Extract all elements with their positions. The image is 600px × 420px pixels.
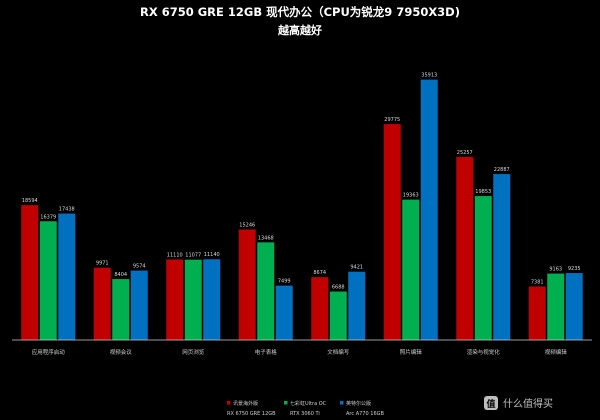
data-label: 17438 (59, 207, 75, 213)
bar (275, 285, 293, 340)
data-label: 11140 (204, 252, 220, 258)
data-label: 16379 (40, 214, 56, 220)
chart-title: RX 6750 GRE 12GB 现代办公（CPU为锐龙9 7950X3D) (140, 5, 460, 19)
legend-label: 英特尔公版 (346, 400, 371, 407)
watermark: 值 什么值得买 (484, 396, 553, 410)
bar (203, 259, 221, 340)
legend-label: 讯景海外版 (233, 400, 258, 407)
bar (547, 273, 565, 340)
bar (257, 242, 275, 340)
chart-subtitle: 越高越好 (277, 23, 322, 37)
legend-swatch (340, 401, 344, 405)
data-label: 15246 (239, 222, 255, 228)
bar (39, 221, 57, 340)
x-tick-label: 渲染与视觉化 (467, 348, 501, 356)
bar (493, 174, 511, 340)
bar (420, 79, 438, 341)
bar (130, 270, 148, 340)
bar (348, 271, 366, 340)
data-label: 25257 (457, 150, 473, 156)
x-tick-label: 视频编辑 (545, 348, 568, 356)
data-label: 7499 (278, 279, 291, 285)
bar (58, 213, 76, 340)
x-tick-label: 应用程序启动 (32, 348, 66, 356)
bar (112, 279, 130, 340)
bar (456, 156, 474, 340)
data-label: 9163 (549, 267, 562, 273)
data-label: 7381 (531, 279, 544, 285)
data-label: 9971 (96, 261, 109, 267)
bar (166, 259, 184, 340)
bar (383, 124, 401, 340)
x-tick-label: 文档编写 (327, 348, 350, 356)
bar (329, 291, 347, 340)
data-label: 9235 (568, 266, 581, 272)
x-tick-label: 视频会议 (110, 348, 133, 356)
data-label: 19853 (475, 189, 491, 195)
data-label: 8404 (114, 272, 127, 278)
svg-text:值: 值 (486, 398, 495, 410)
legend-swatch (284, 401, 288, 405)
x-tick-label: 网页浏览 (182, 348, 205, 356)
bar (184, 259, 202, 340)
x-tick-label: 电子表格 (255, 348, 278, 356)
data-label: 6688 (332, 285, 345, 291)
x-tick-label: 照片编辑 (400, 348, 423, 356)
bar (565, 273, 583, 340)
legend-label-line2: Arc A770 16GB (346, 411, 384, 417)
data-label: 13468 (258, 235, 274, 241)
bar (474, 196, 492, 340)
data-label: 22887 (494, 167, 510, 173)
data-label: 9574 (133, 264, 146, 270)
data-label: 11110 (167, 252, 183, 258)
legend: 讯景海外版 RX 6750 GRE 12GB 七彩虹Ultra OC RTX 3060… (227, 400, 384, 417)
bar (528, 286, 546, 340)
svg-text:什么值得买: 什么值得买 (503, 397, 553, 410)
bar (21, 205, 39, 340)
data-label: 19363 (403, 193, 419, 199)
legend-label: 七彩虹Ultra OC (290, 400, 327, 407)
data-label: 11077 (185, 253, 201, 259)
data-label: 35913 (421, 73, 437, 79)
watermark-logo-icon (484, 396, 498, 410)
legend-swatch (227, 401, 231, 405)
data-label: 18594 (22, 198, 38, 204)
bar (93, 267, 111, 340)
legend-label-line2: RTX 3060 Ti (290, 411, 320, 417)
data-label: 29775 (384, 117, 400, 123)
legend-label-line2: RX 6750 GRE 12GB (227, 411, 276, 417)
data-label: 9421 (350, 265, 363, 271)
bar (238, 229, 256, 340)
bar (311, 277, 329, 340)
bar (402, 199, 420, 340)
data-label: 8674 (313, 270, 326, 276)
